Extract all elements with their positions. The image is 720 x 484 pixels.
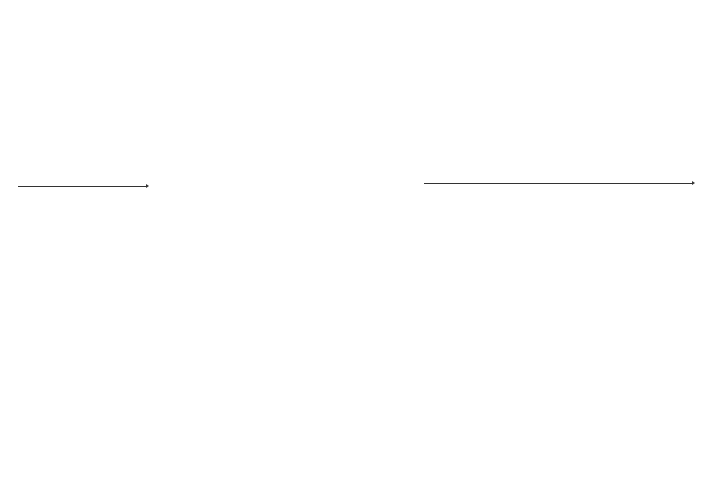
excitation-time-image-strip [216, 4, 356, 170]
panel-g [188, 336, 540, 484]
bar-chart-power-density [506, 6, 714, 168]
arrow-line [424, 183, 692, 184]
panel-e [312, 172, 716, 334]
panel-b [206, 4, 498, 170]
e-units [544, 290, 548, 292]
scatter-concentration-luminescence [552, 342, 714, 482]
tissue-thickness-grid [404, 172, 716, 334]
panel-h [540, 336, 718, 484]
power-density-image-strip [198, 336, 412, 484]
arrow-head-icon [146, 184, 149, 188]
spectra-waterfall-chart [8, 8, 214, 168]
line-chart-snr [10, 342, 186, 482]
panel-d [4, 172, 310, 334]
arrow-line [18, 186, 146, 187]
bar-chart-excitation-time [358, 6, 498, 164]
arrow-head-icon [692, 181, 695, 185]
panel-c [498, 4, 716, 170]
bar-chart-power-density-luminescence [416, 338, 538, 482]
concentration-image-strip [16, 174, 180, 332]
panel-f [4, 336, 188, 484]
panel-a [4, 4, 216, 170]
scatter-concentration-fit [184, 176, 310, 328]
